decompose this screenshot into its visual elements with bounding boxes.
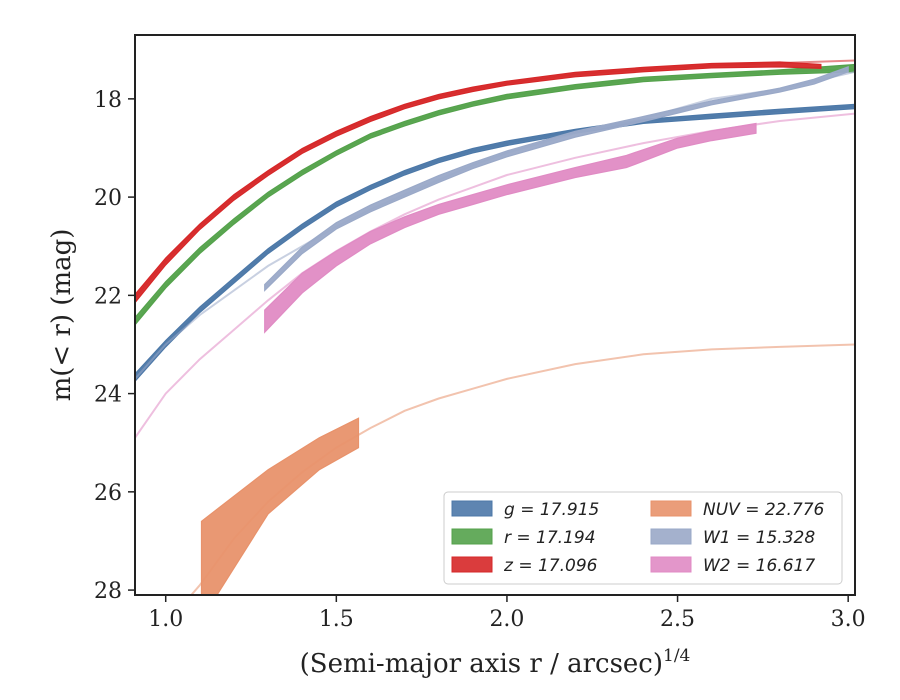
observed-band-w1-15-328: [264, 66, 849, 292]
y-tick-label: 28: [94, 579, 122, 604]
legend-label-z-17-096: z = 17.096: [503, 556, 598, 576]
series-w2-16-617: [135, 112, 855, 439]
legend-swatch-w2-16-617: [650, 556, 692, 573]
series-w1-15-328: [135, 66, 855, 380]
series-z-17-096: [135, 59, 855, 304]
observed-band-z-17-096: [135, 61, 822, 304]
plot-frame: [134, 34, 856, 596]
legend-swatch-z-17-096: [451, 556, 493, 573]
legend-swatch-g-17-915: [451, 500, 493, 517]
x-axis-label-main: (Semi-major axis r / arcsec): [300, 649, 663, 679]
model-line-w2-16-617: [135, 112, 855, 439]
y-axis-label: m(< r) (mag): [47, 229, 77, 402]
y-tick-label: 22: [94, 284, 122, 309]
x-tick-label: 1.0: [148, 607, 183, 632]
y-tick-label: 24: [94, 383, 122, 408]
model-extension-nuv-22-776: [189, 584, 201, 595]
legend-swatch-w1-15-328: [650, 528, 692, 545]
observed-band-w2-16-617: [264, 122, 757, 334]
x-tick-label: 3.0: [831, 607, 866, 632]
observed-band-r-17-194: [135, 63, 855, 326]
legend-label-g-17-915: g = 17.915: [504, 500, 599, 520]
series-r-17-194: [135, 63, 855, 326]
y-tick-label: 20: [94, 186, 122, 211]
legend-label-r-17-194: r = 17.194: [504, 528, 596, 548]
series-layer: [135, 59, 855, 595]
legend-label-w1-15-328: W1 = 15.328: [703, 528, 815, 548]
series-g-17-915: [135, 103, 855, 383]
x-axis-label: (Semi-major axis r / arcsec)1/4: [300, 646, 691, 679]
series-nuv-22-776: [189, 343, 855, 595]
y-tick-label: 18: [94, 88, 122, 113]
legend-label-w2-16-617: W2 = 16.617: [703, 556, 815, 576]
legend-swatch-nuv-22-776: [650, 500, 692, 517]
ticks-layer: 1.0 1.5 2.0 2.5 3.0 18 20 22 24 26 28: [94, 88, 866, 632]
legend-swatch-r-17-194: [451, 528, 493, 545]
legend-label-nuv-22-776: NUV = 22.776: [703, 500, 825, 520]
x-axis-label-exponent: 1/4: [663, 646, 690, 666]
observed-band-g-17-915: [135, 103, 855, 383]
x-tick-label: 2.5: [660, 607, 695, 632]
x-tick-label: 2.0: [489, 607, 524, 632]
legend-items: g = 17.915 r = 17.194 z = 17.096 NUV = 22.7…: [451, 500, 825, 576]
legend-frame: [443, 491, 843, 585]
y-tick-label: 26: [94, 481, 122, 506]
observed-band-nuv-22-776: [200, 417, 360, 595]
x-tick-label: 1.5: [319, 607, 354, 632]
legend: g = 17.915 r = 17.194 z = 17.096 NUV = 22.7…: [443, 491, 843, 585]
model-line-w1-15-328: [135, 70, 855, 380]
